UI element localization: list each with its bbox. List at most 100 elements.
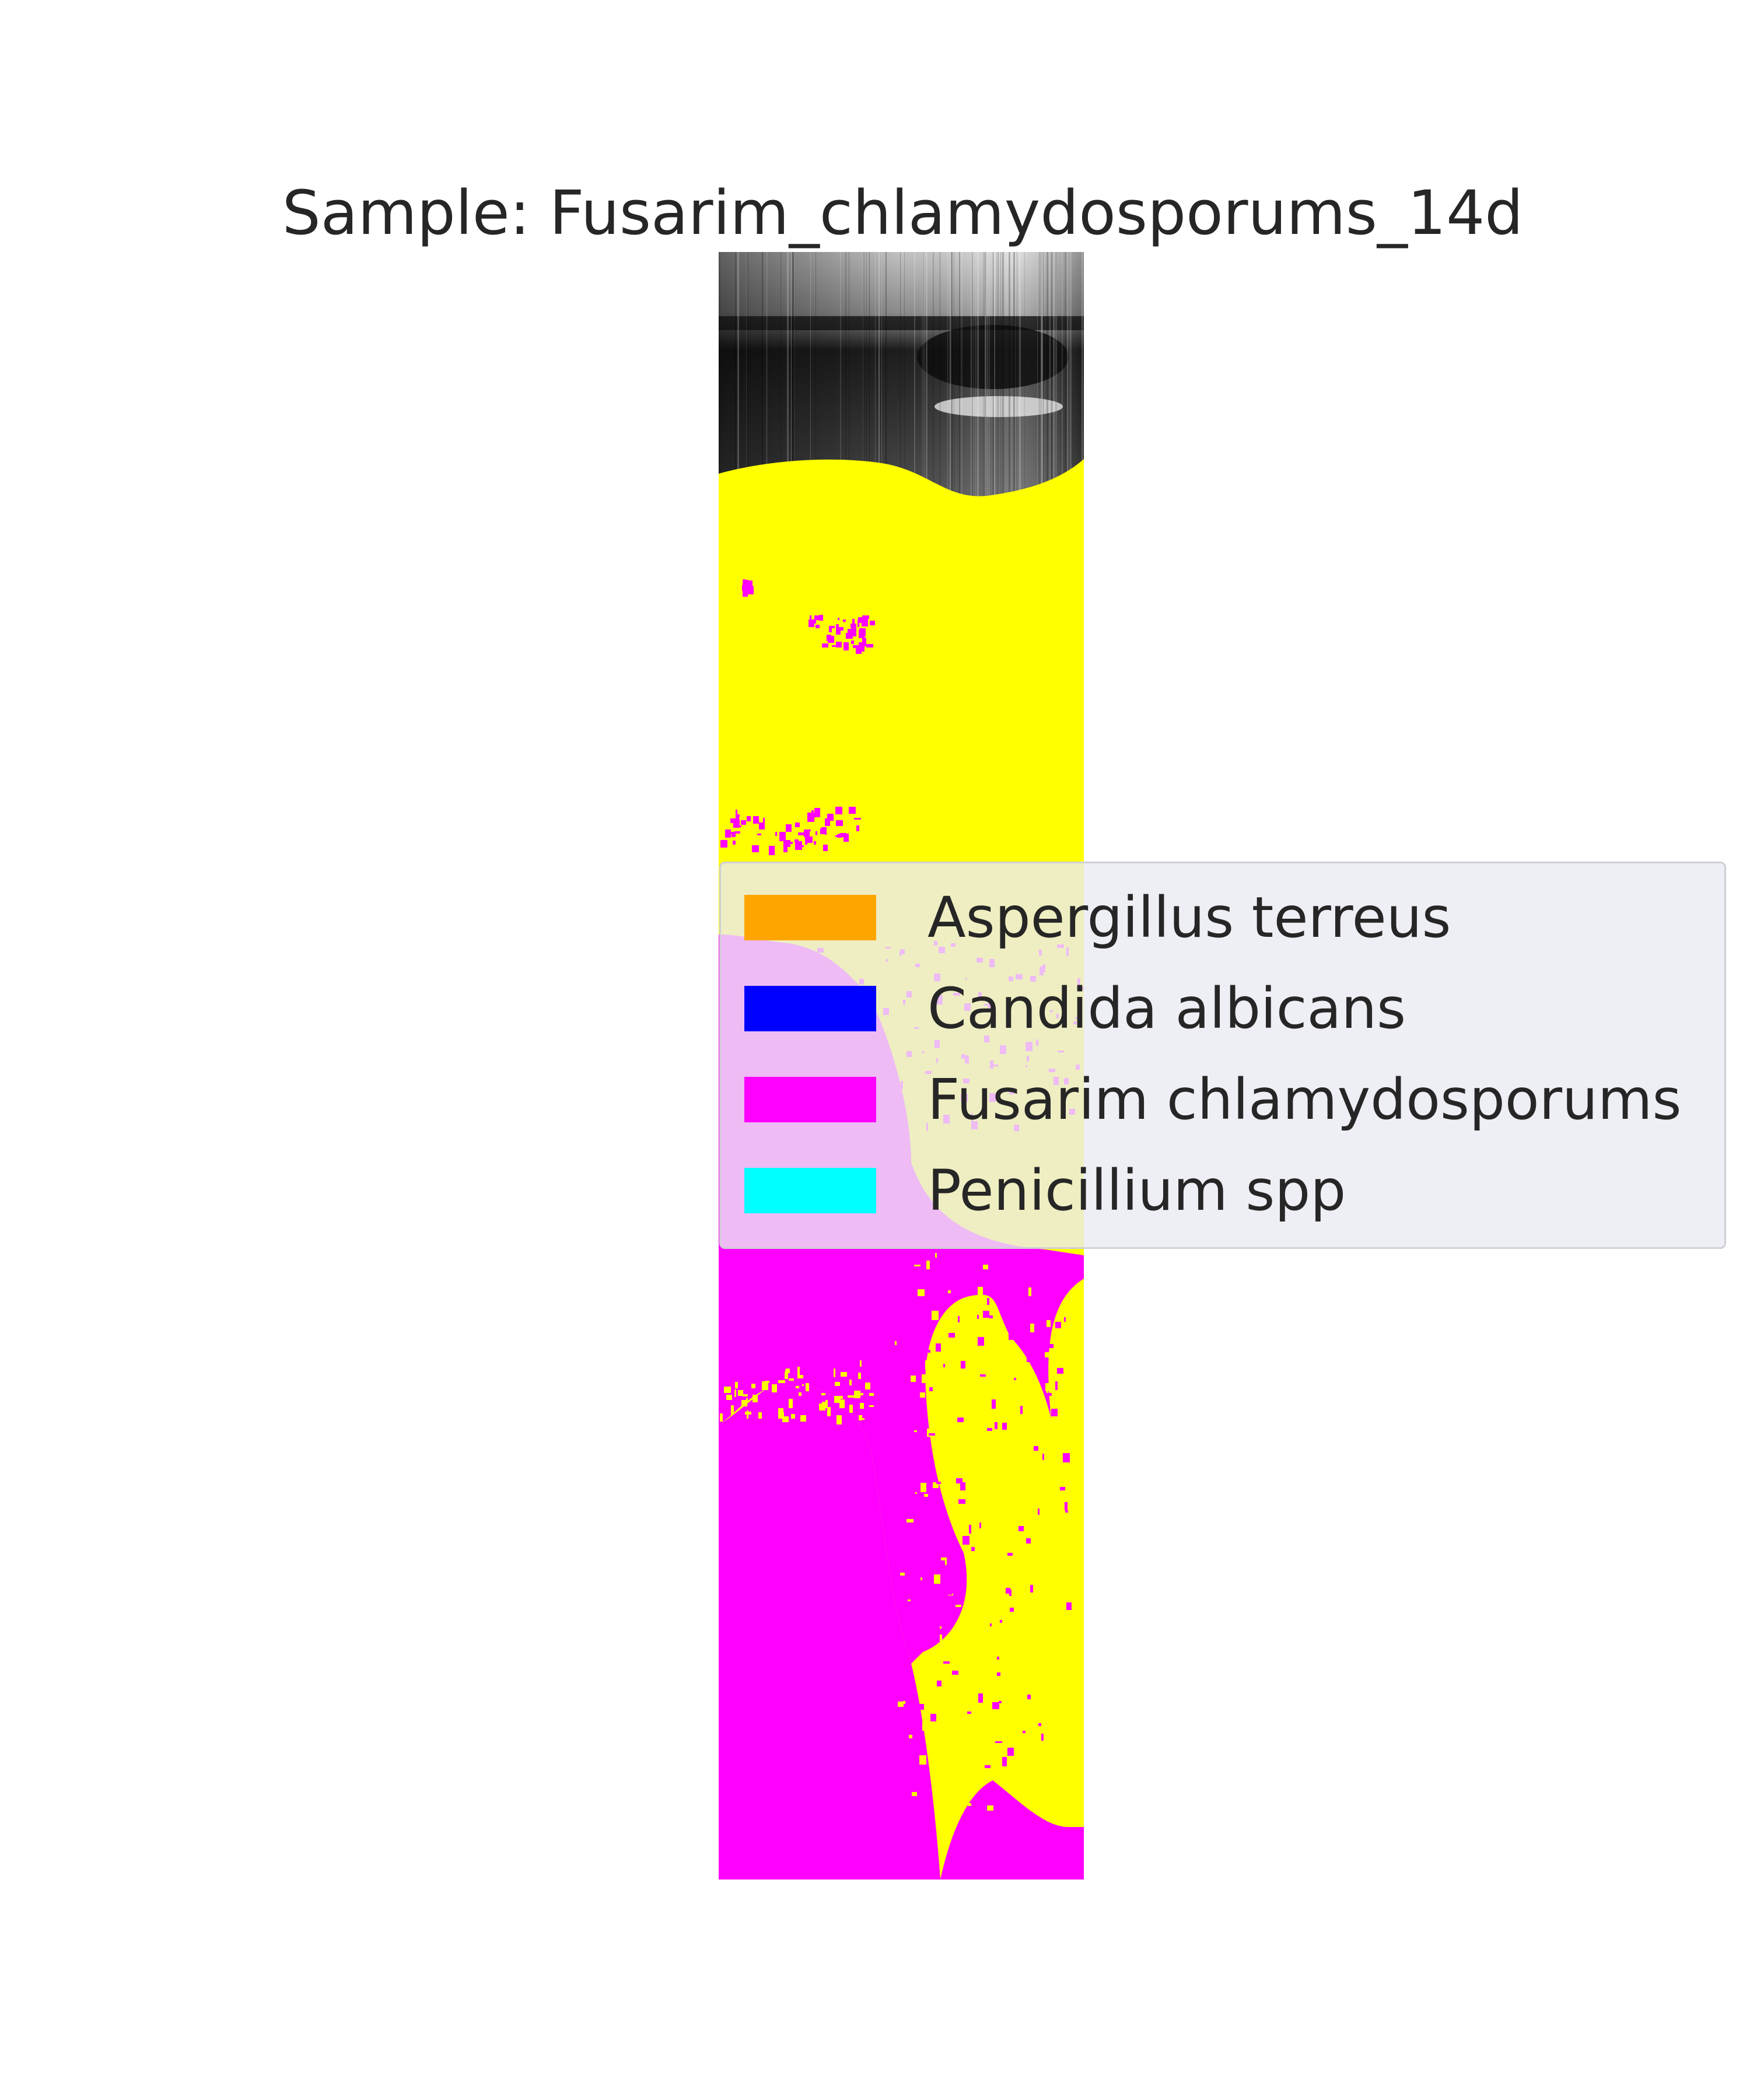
speckle <box>914 1560 918 1564</box>
speckle <box>814 808 820 817</box>
speckle <box>970 1514 971 1522</box>
speckle <box>980 1397 986 1403</box>
speckle <box>984 1726 989 1731</box>
speckle <box>731 1405 734 1415</box>
speckle <box>730 818 736 823</box>
speckle <box>1038 1508 1040 1515</box>
speckle <box>911 1376 916 1382</box>
speckle <box>955 1347 959 1356</box>
speckle <box>816 615 820 620</box>
speckle <box>1014 1378 1016 1380</box>
scan-streak <box>951 252 953 497</box>
speckle <box>1028 1299 1030 1303</box>
speckle <box>992 1614 994 1622</box>
speckle <box>926 1261 930 1269</box>
speckle <box>1077 1713 1080 1720</box>
speckle <box>978 1287 983 1296</box>
speckle <box>949 1416 952 1422</box>
speckle <box>918 1312 923 1317</box>
speckle <box>724 1387 731 1393</box>
speckle <box>919 1755 926 1765</box>
speckle <box>1020 1493 1026 1500</box>
speckle <box>932 1311 939 1320</box>
speckle <box>929 1387 933 1391</box>
speckle <box>974 1349 981 1354</box>
speckle <box>1063 1453 1070 1462</box>
scan-streak <box>1067 252 1068 497</box>
scan-streak <box>881 252 882 497</box>
speckle <box>720 1413 723 1422</box>
scan-streak <box>983 252 985 497</box>
scan-streak <box>933 252 934 497</box>
speckle <box>996 1535 998 1541</box>
speckle <box>922 1722 926 1731</box>
speckle <box>778 1412 784 1419</box>
speckle <box>992 1702 999 1709</box>
speckle <box>775 832 777 836</box>
speckle <box>1027 1717 1031 1719</box>
legend-label: Penicillium spp <box>928 1158 1346 1223</box>
speckle <box>1065 1502 1068 1510</box>
speckle <box>841 1372 847 1377</box>
legend-label: Aspergillus terreus <box>928 885 1451 950</box>
speckle <box>971 1547 975 1551</box>
speckle <box>915 1492 917 1494</box>
speckle <box>797 1375 803 1378</box>
scan-streak <box>985 252 986 497</box>
speckle <box>980 1374 986 1377</box>
speckle <box>943 1703 946 1707</box>
speckle <box>835 835 841 837</box>
speckle <box>1026 1541 1028 1548</box>
figure-title: Sample: Fusarim_chlamydosporums_14d <box>282 177 1524 249</box>
speckle <box>1014 1790 1020 1797</box>
speckle <box>797 1367 800 1376</box>
speckle <box>978 1337 984 1346</box>
speckle <box>1041 1734 1044 1741</box>
speckle <box>987 1428 992 1431</box>
speckle <box>814 615 816 624</box>
speckle <box>957 1418 964 1422</box>
speckle <box>829 626 832 632</box>
speckle <box>992 1357 999 1366</box>
speckle <box>858 1373 861 1379</box>
speckle <box>958 1316 960 1322</box>
scan-streak <box>971 252 972 497</box>
speckle <box>1002 1423 1007 1430</box>
legend-item: Penicillium spp <box>744 1158 1346 1223</box>
speckle <box>1049 1649 1056 1651</box>
speckle <box>844 642 849 650</box>
scan-streaks <box>719 252 1083 497</box>
speckle <box>834 1368 835 1377</box>
speckle <box>1033 1662 1035 1665</box>
speckle <box>918 1402 924 1406</box>
speckle <box>807 830 811 831</box>
speckle <box>736 810 737 816</box>
speckle <box>807 813 814 822</box>
speckle <box>969 1727 975 1735</box>
speckle <box>839 1399 845 1408</box>
scan-streak <box>1082 252 1083 497</box>
speckle <box>936 1343 941 1352</box>
speckle <box>814 841 816 845</box>
speckle <box>1003 1390 1010 1399</box>
speckle <box>1054 1777 1059 1786</box>
speckle <box>819 1404 825 1410</box>
speckle <box>862 620 868 626</box>
scan-streak <box>1002 252 1004 497</box>
scan-streak <box>1082 252 1083 497</box>
speckle <box>932 1363 935 1371</box>
speckle <box>1066 1602 1072 1610</box>
scan-streak <box>1019 252 1021 497</box>
speckle <box>965 1434 972 1438</box>
speckle <box>850 624 856 628</box>
scan-band <box>719 316 1084 330</box>
speckle <box>1028 1287 1031 1296</box>
scan-streak <box>737 252 739 497</box>
legend-swatch <box>744 986 876 1031</box>
speckle <box>844 834 849 842</box>
speckle <box>1026 1700 1028 1707</box>
scan-streak <box>719 252 720 497</box>
speckle <box>963 1536 970 1545</box>
speckle <box>997 1425 999 1433</box>
scan-streak <box>1024 252 1025 497</box>
